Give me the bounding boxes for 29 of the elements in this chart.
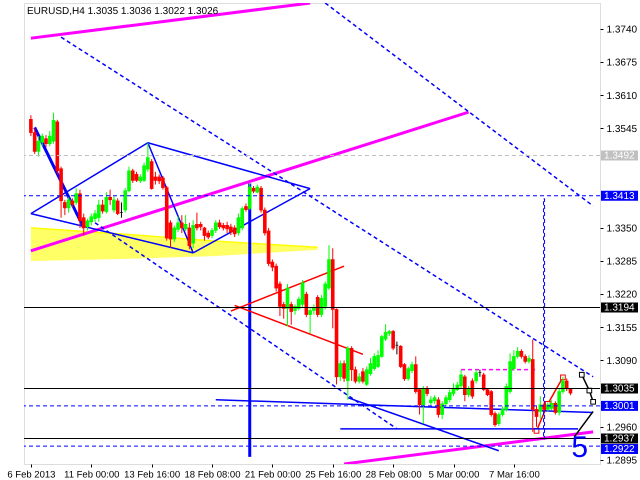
y-tick-label: 1.2960 — [606, 422, 638, 434]
chart-title: EURUSD,H4 1.3035 1.3036 1.3022 1.3026 — [27, 6, 219, 17]
x-tick-label: 25 Feb 16:00 — [305, 470, 362, 480]
annotation: 5 — [571, 431, 588, 464]
y-tick-label: 1.3350 — [606, 223, 638, 234]
x-tick-label: 13 Feb 16:00 — [124, 470, 180, 480]
x-tick-label: 6 Feb 2013 — [7, 470, 56, 480]
x-tick-label: 21 Feb 00:00 — [244, 470, 301, 480]
y-tick-label: 1.3220 — [606, 290, 638, 301]
y-tick-label: 1.3155 — [606, 322, 638, 334]
ref-line-label: 1.3492 — [604, 150, 636, 162]
y-tick-label: 1.3090 — [606, 356, 638, 367]
y-tick-label: 1.3610 — [606, 90, 638, 102]
ref-line-label: 1.3194 — [604, 302, 636, 314]
y-tick-label: 1.3285 — [606, 256, 638, 268]
y-tick-label: 1.2895 — [606, 455, 638, 466]
x-tick-label: 18 Feb 08:00 — [184, 470, 241, 480]
y-tick-label: 1.3675 — [606, 58, 638, 69]
ref-line-label: 1.3035 — [604, 384, 636, 395]
ref-line-label: 1.2922 — [604, 444, 636, 455]
ref-line-label: 1.3413 — [604, 190, 636, 202]
x-tick-label: 5 Mar 00:00 — [428, 470, 480, 480]
ref-line-label: 1.2937 — [604, 434, 636, 444]
x-tick-label: 28 Feb 08:00 — [366, 470, 422, 480]
y-tick-label: 1.3545 — [606, 124, 638, 135]
x-tick-label: 7 Mar 16:00 — [489, 470, 540, 480]
ref-line-label: 1.3001 — [604, 400, 636, 412]
x-tick-label: 11 Feb 00:00 — [64, 470, 120, 480]
y-tick-label: 1.3740 — [606, 24, 638, 36]
